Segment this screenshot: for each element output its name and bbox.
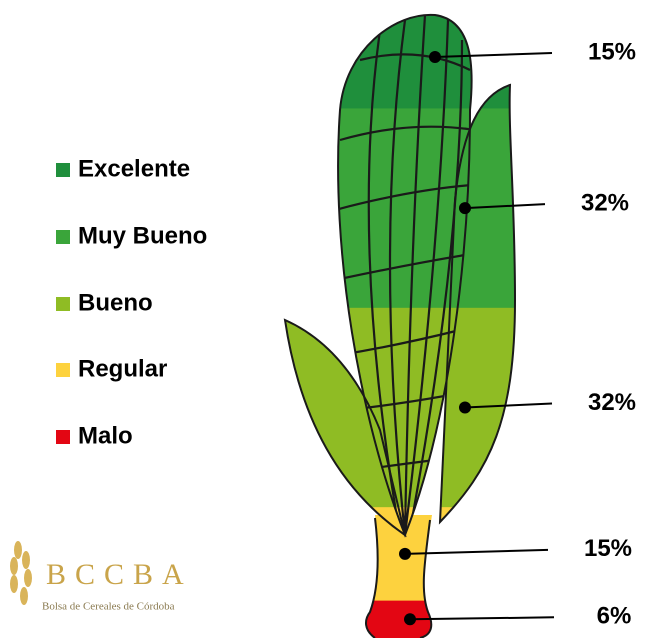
legend-label: Malo bbox=[78, 422, 133, 449]
legend-label: Excelente bbox=[78, 155, 190, 182]
value-label: 32% bbox=[588, 389, 636, 416]
legend-swatch bbox=[56, 230, 70, 244]
leader-line bbox=[410, 617, 554, 619]
legend-label: Regular bbox=[78, 355, 167, 382]
value-label: 15% bbox=[588, 38, 636, 65]
logo-subtitle: Bolsa de Cereales de Córdoba bbox=[42, 601, 175, 613]
legend-swatch bbox=[56, 297, 70, 311]
logo-wheat bbox=[10, 541, 32, 605]
legend-swatch bbox=[56, 163, 70, 177]
band bbox=[270, 108, 530, 308]
leader-dot bbox=[459, 202, 471, 214]
legend-swatch bbox=[56, 430, 70, 444]
leader-dot bbox=[404, 613, 416, 625]
logo-name: BCCBA bbox=[46, 558, 193, 591]
legend-label: Muy Bueno bbox=[78, 222, 207, 249]
value-label: 15% bbox=[584, 535, 632, 562]
legend-swatch bbox=[56, 363, 70, 377]
chart: BCCBA Bolsa de Cereales de Córdoba 15% Ex… bbox=[0, 0, 651, 638]
legend-label: Bueno bbox=[78, 289, 153, 316]
leader-dot bbox=[459, 401, 471, 413]
leader-dot bbox=[399, 548, 411, 560]
leader-dot bbox=[429, 51, 441, 63]
value-label: 32% bbox=[581, 189, 629, 216]
logo: BCCBA Bolsa de Cereales de Córdoba bbox=[10, 541, 193, 613]
value-label: 6% bbox=[597, 603, 632, 630]
band bbox=[270, 601, 530, 638]
